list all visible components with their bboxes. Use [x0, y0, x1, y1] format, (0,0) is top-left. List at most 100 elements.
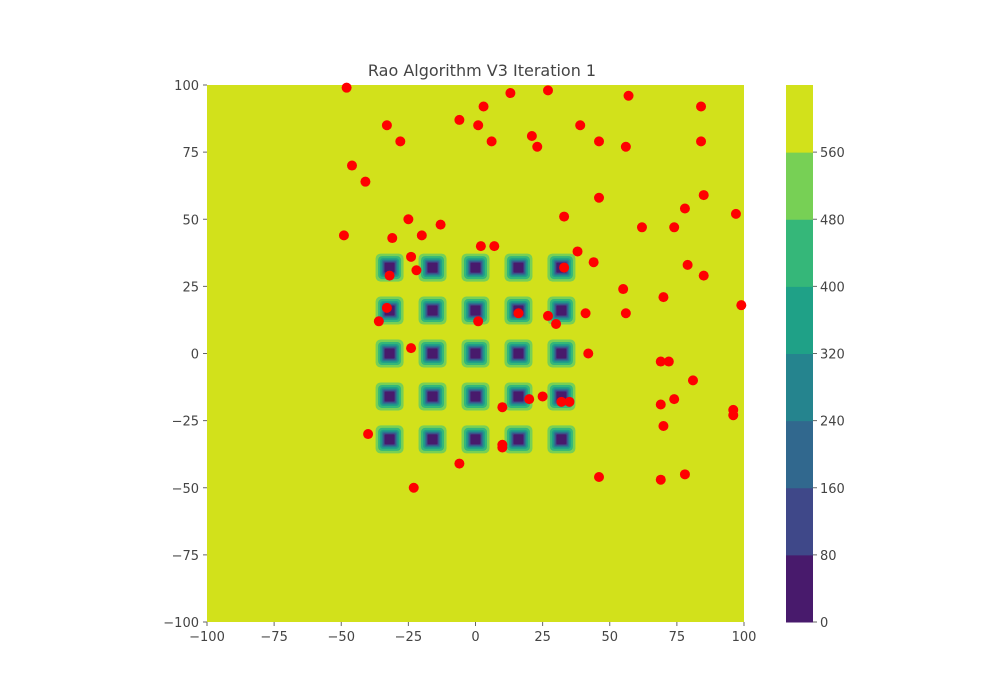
contour-level: [470, 305, 481, 316]
data-point: [588, 257, 599, 268]
contour-level: [427, 262, 438, 273]
colorbar-tick-label: 80: [820, 549, 837, 564]
data-point: [682, 259, 693, 270]
data-point: [679, 469, 690, 480]
data-point: [655, 356, 666, 367]
contour-level: [556, 305, 567, 316]
data-point: [669, 222, 680, 233]
data-point: [532, 141, 543, 152]
contour-level: [384, 391, 395, 402]
data-point: [620, 308, 631, 319]
data-point: [454, 114, 465, 125]
data-point: [489, 241, 500, 252]
data-point: [696, 136, 707, 147]
contour-well: [461, 382, 490, 411]
data-point: [524, 394, 535, 405]
x-tick-label: 25: [534, 630, 551, 645]
data-point: [556, 396, 567, 407]
contour-well: [504, 382, 533, 411]
data-point: [486, 136, 497, 147]
data-point: [698, 270, 709, 281]
colorbar-band: [786, 219, 813, 287]
contour-level: [513, 262, 524, 273]
data-point: [669, 394, 680, 405]
data-point: [416, 230, 427, 241]
contour-level: [427, 348, 438, 359]
contour-level: [427, 305, 438, 316]
data-point: [730, 208, 741, 219]
data-point: [526, 131, 537, 142]
colorbar: 0 80 160 240 320 400 480 560: [786, 85, 845, 631]
contour-level: [470, 391, 481, 402]
data-point: [698, 190, 709, 201]
data-point: [338, 230, 349, 241]
y-tick-label: −25: [172, 415, 199, 430]
contour-well: [504, 253, 533, 282]
contour-well: [547, 425, 576, 454]
colorbar-tick-label: 480: [820, 213, 845, 228]
data-point: [373, 316, 384, 327]
colorbar-tick-label: 400: [820, 280, 845, 295]
data-point: [384, 270, 395, 281]
x-tick-label: 50: [601, 630, 618, 645]
contour-level: [427, 391, 438, 402]
y-tick-label: 75: [182, 146, 199, 161]
contour-well: [375, 425, 404, 454]
data-point: [559, 211, 570, 222]
data-point: [655, 399, 666, 410]
contour-level: [427, 434, 438, 445]
chart-title: Rao Algorithm V3 Iteration 1: [368, 61, 596, 80]
data-point: [623, 90, 634, 101]
data-point: [663, 356, 674, 367]
colorbar-tick-label: 320: [820, 348, 845, 363]
y-tick-label: −75: [172, 549, 199, 564]
contour-well: [375, 382, 404, 411]
y-tick-label: 50: [182, 213, 199, 228]
data-point: [395, 136, 406, 147]
data-point: [658, 292, 669, 303]
population-points: [338, 82, 747, 493]
data-point: [360, 176, 371, 187]
colorbar-tick-label: 160: [820, 482, 845, 497]
contour-well: [547, 339, 576, 368]
data-point: [513, 308, 524, 319]
colorbar-band: [786, 286, 813, 354]
data-point: [505, 88, 516, 99]
data-point: [594, 192, 605, 203]
contour-well: [375, 253, 404, 282]
y-tick-label: 0: [191, 348, 199, 363]
data-point: [475, 241, 486, 252]
contour-level: [384, 434, 395, 445]
colorbar-tick-label: 240: [820, 415, 845, 430]
contour-level: [513, 348, 524, 359]
data-point: [381, 120, 392, 131]
contour-well: [418, 296, 447, 325]
data-point: [687, 375, 698, 386]
data-point: [564, 396, 575, 407]
data-point: [620, 141, 631, 152]
colorbar-band: [786, 487, 813, 556]
contour-well: [418, 425, 447, 454]
data-point: [497, 442, 508, 453]
x-tick-label: 75: [669, 630, 686, 645]
contour-well: [461, 296, 490, 325]
data-point: [679, 203, 690, 214]
y-tick-label: 100: [174, 79, 199, 94]
data-point: [478, 101, 489, 112]
plot-axes: −100 −75 −50 −25 0 25 50 75 100 −100 −75 −50 −25 0 25 5…: [163, 79, 756, 645]
data-point: [406, 343, 417, 354]
contour-level: [470, 434, 481, 445]
contour-level: [556, 348, 567, 359]
data-point: [559, 262, 570, 273]
data-point: [736, 300, 747, 311]
contour-well: [418, 253, 447, 282]
data-point: [636, 222, 647, 233]
contour-well: [547, 296, 576, 325]
x-tick-label: −75: [260, 630, 287, 645]
colorbar-band: [786, 353, 813, 422]
y-tick-label: 25: [182, 280, 199, 295]
colorbar-band: [786, 420, 813, 489]
data-point: [341, 82, 352, 93]
data-point: [580, 308, 591, 319]
